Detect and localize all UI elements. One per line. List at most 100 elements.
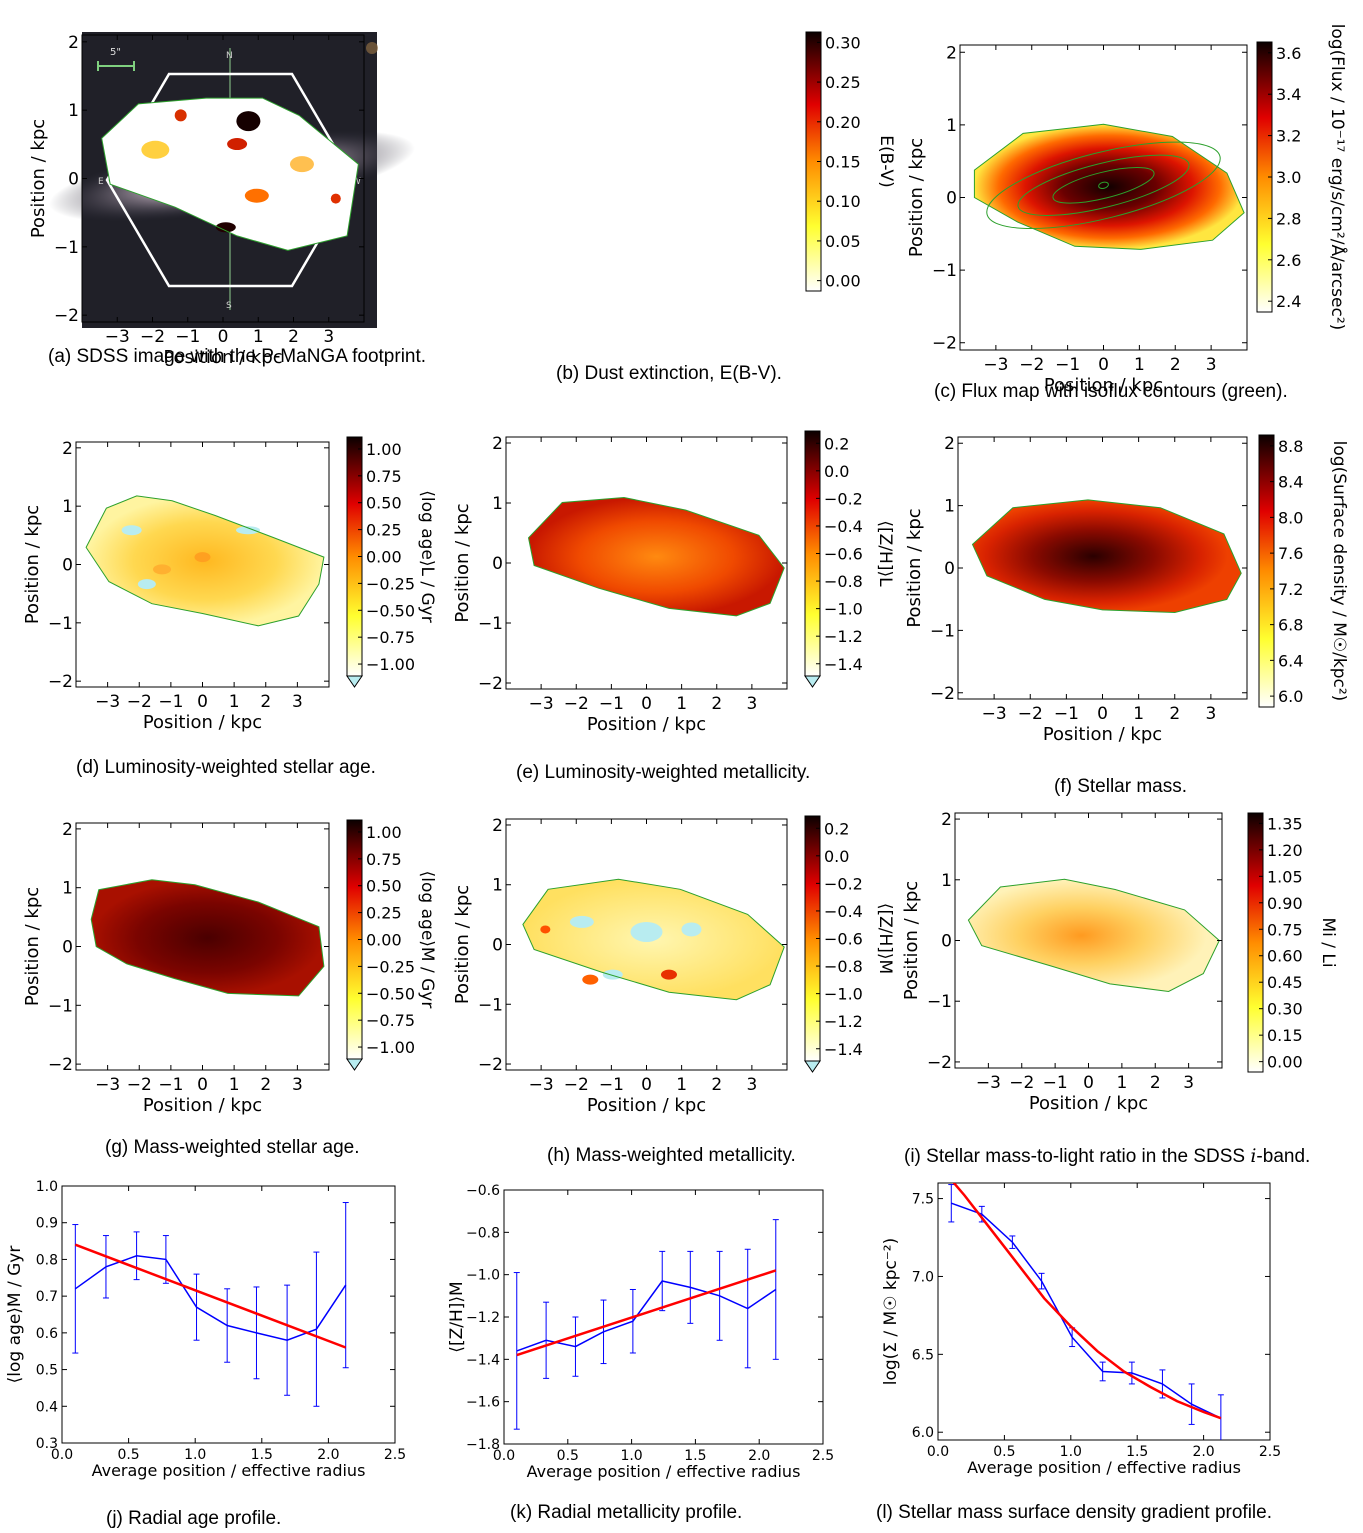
colorbar-tick-label: 0.2 — [824, 434, 849, 453]
colorbar-label: log(Surface density / M☉/kpc²) — [1329, 441, 1349, 702]
x-tick-label: 1 — [1133, 704, 1144, 724]
y-tick-label: 2 — [62, 820, 73, 840]
profile-x-axis-label: Average position / effective radius — [527, 1462, 801, 1481]
y-tick-label: −0.8 — [466, 1225, 500, 1241]
caption-b: (b) Dust extinction, E(B-V). — [556, 363, 782, 384]
profile-axes-frame — [61, 1185, 396, 1444]
x-tick-label: 1 — [253, 327, 264, 347]
plot-area — [513, 1219, 779, 1430]
x-tick-label: 0 — [641, 1075, 652, 1095]
no-data-patch — [630, 921, 663, 942]
colorbar-tick-label: 0.50 — [366, 494, 402, 513]
y-tick-label: −1.6 — [466, 1395, 500, 1411]
x-tick-label: 0.0 — [927, 1444, 949, 1460]
y-tick-label: −2 — [48, 672, 73, 692]
caption-i-text: (i) Stellar mass-to-light ratio in the S… — [904, 1146, 1251, 1167]
colorbar-tick-label: 0.15 — [1267, 1026, 1303, 1045]
y-tick-label: 6.0 — [912, 1425, 934, 1441]
x-tick-label: 2 — [1150, 1073, 1161, 1093]
colorbar-tick-label: 0.25 — [825, 73, 861, 92]
compass-w: W — [352, 177, 361, 187]
x-tick-label: 1.0 — [620, 1448, 642, 1464]
colorbar-tick-label: 0.30 — [825, 33, 861, 52]
colorbar-tick-label: 1.00 — [366, 440, 402, 459]
no-data-patch — [681, 922, 702, 937]
map-x-axis-label: Position / kpc — [143, 712, 262, 733]
dust-patch — [215, 222, 236, 233]
y-tick-label: 1 — [944, 497, 955, 517]
x-tick-label: −1 — [158, 692, 183, 712]
colorbar-tick-label: −0.50 — [366, 984, 415, 1003]
y-tick-label: −1 — [478, 614, 503, 634]
plot-area — [72, 1202, 349, 1407]
y-tick-label: 0.6 — [36, 1326, 58, 1342]
map-outline — [85, 495, 325, 627]
x-tick-label: −1 — [158, 1075, 183, 1095]
x-tick-label: 3 — [323, 327, 334, 347]
profile-chart-j: 0.0 0.5 1.0 1.5 2.0 2.5 0.3 0.4 0.5 0.6 0.7 0.8 0.9 1… — [5, 1179, 406, 1480]
map-y-axis-label: Position / kpc — [906, 138, 927, 257]
caption-i: (i) Stellar mass-to-light ratio in the S… — [904, 1145, 1310, 1168]
colorbar-tick-label: 1.00 — [366, 823, 402, 842]
colorbar-tick-label: 0.00 — [825, 272, 861, 291]
colorbar-tick-label: −0.4 — [824, 902, 863, 921]
map-data-region — [968, 879, 1220, 992]
profile-y-axis-label: ⟨[Z/H]⟩M — [447, 1281, 467, 1352]
colorbar-label: ⟨[Z/H]⟩M — [875, 903, 895, 974]
x-tick-label: −2 — [127, 1075, 152, 1095]
colorbar-tick-label: 0.75 — [366, 467, 402, 486]
colorbar-tick-label: 0.00 — [366, 931, 402, 950]
colorbar-tick-label: −0.8 — [824, 572, 863, 591]
y-tick-label: 1 — [62, 497, 73, 517]
x-tick-label: 3 — [1183, 1073, 1194, 1093]
plot-area — [948, 1183, 1224, 1440]
y-tick-label: 0.9 — [36, 1216, 58, 1232]
x-tick-label: −3 — [529, 694, 554, 714]
y-tick-label: 1 — [946, 116, 957, 136]
y-tick-label: 0 — [62, 556, 73, 576]
map-x-axis-label: Position / kpc — [1044, 375, 1163, 396]
x-tick-label: 3 — [1206, 355, 1217, 375]
map-data-region — [91, 879, 324, 996]
y-tick-label: 0.8 — [36, 1252, 58, 1268]
colorbar-tick-label: 0.10 — [825, 192, 861, 211]
x-tick-label: 2 — [1170, 355, 1181, 375]
colorbar-tick-label: 0.30 — [1267, 1000, 1303, 1019]
colorbar-tick-label: −1.0 — [824, 985, 863, 1004]
colorbar-tick-label: 0.2 — [824, 819, 849, 838]
profile-axes-frame — [503, 1189, 824, 1445]
map-y-axis-label: Position / kpc — [901, 881, 922, 1000]
x-tick-label: 1 — [1116, 1073, 1127, 1093]
y-tick-label: 1.0 — [36, 1179, 58, 1195]
dust-patch — [227, 138, 248, 151]
x-tick-label: −3 — [95, 692, 120, 712]
colorbar-label: ⟨log age⟩L / Gyr — [417, 490, 437, 622]
map-y-axis-label: Position / kpc — [28, 119, 49, 238]
caption-h: (h) Mass-weighted metallicity. — [547, 1145, 796, 1166]
colorbar-label: ⟨[Z/H]⟩L — [875, 520, 895, 587]
colorbar-tick-label: 0.60 — [1267, 947, 1303, 966]
caption-d: (d) Luminosity-weighted stellar age. — [76, 757, 376, 778]
map-panel-c: −3 −2 −1 0 1 2 3 −2 −1 0 1 2 Position / kpc Position … — [906, 24, 1349, 396]
y-tick-label: −1 — [48, 996, 73, 1016]
profile-axes-frame — [937, 1182, 1271, 1441]
map-y-axis-label: Position / kpc — [452, 885, 473, 1004]
colorbar-tick-label: 3.4 — [1276, 85, 1301, 104]
caption-f: (f) Stellar mass. — [1054, 776, 1188, 797]
y-tick-label: 1 — [941, 871, 952, 891]
y-tick-label: 2 — [68, 33, 79, 53]
fit-line — [74, 1243, 347, 1349]
profile-panels: 0.0 0.5 1.0 1.5 2.0 2.5 0.3 0.4 0.5 0.6 0.7 0.8 0.9 1… — [5, 1179, 1281, 1481]
x-tick-label: 2 — [711, 694, 722, 714]
y-tick-label: −1.0 — [466, 1268, 500, 1284]
colorbar-tick-label: 0.00 — [366, 548, 402, 567]
map-data-region — [528, 497, 785, 616]
y-tick-label: 0.5 — [36, 1363, 58, 1379]
colorbar-tick-label: −0.25 — [366, 574, 415, 593]
y-tick-label: −1.4 — [466, 1352, 500, 1368]
caption-k: (k) Radial metallicity profile. — [510, 1502, 743, 1523]
colorbar-tick-label: 1.05 — [1267, 867, 1303, 886]
colorbar-tick-label: 1.35 — [1267, 814, 1303, 833]
map-outline — [90, 879, 325, 997]
